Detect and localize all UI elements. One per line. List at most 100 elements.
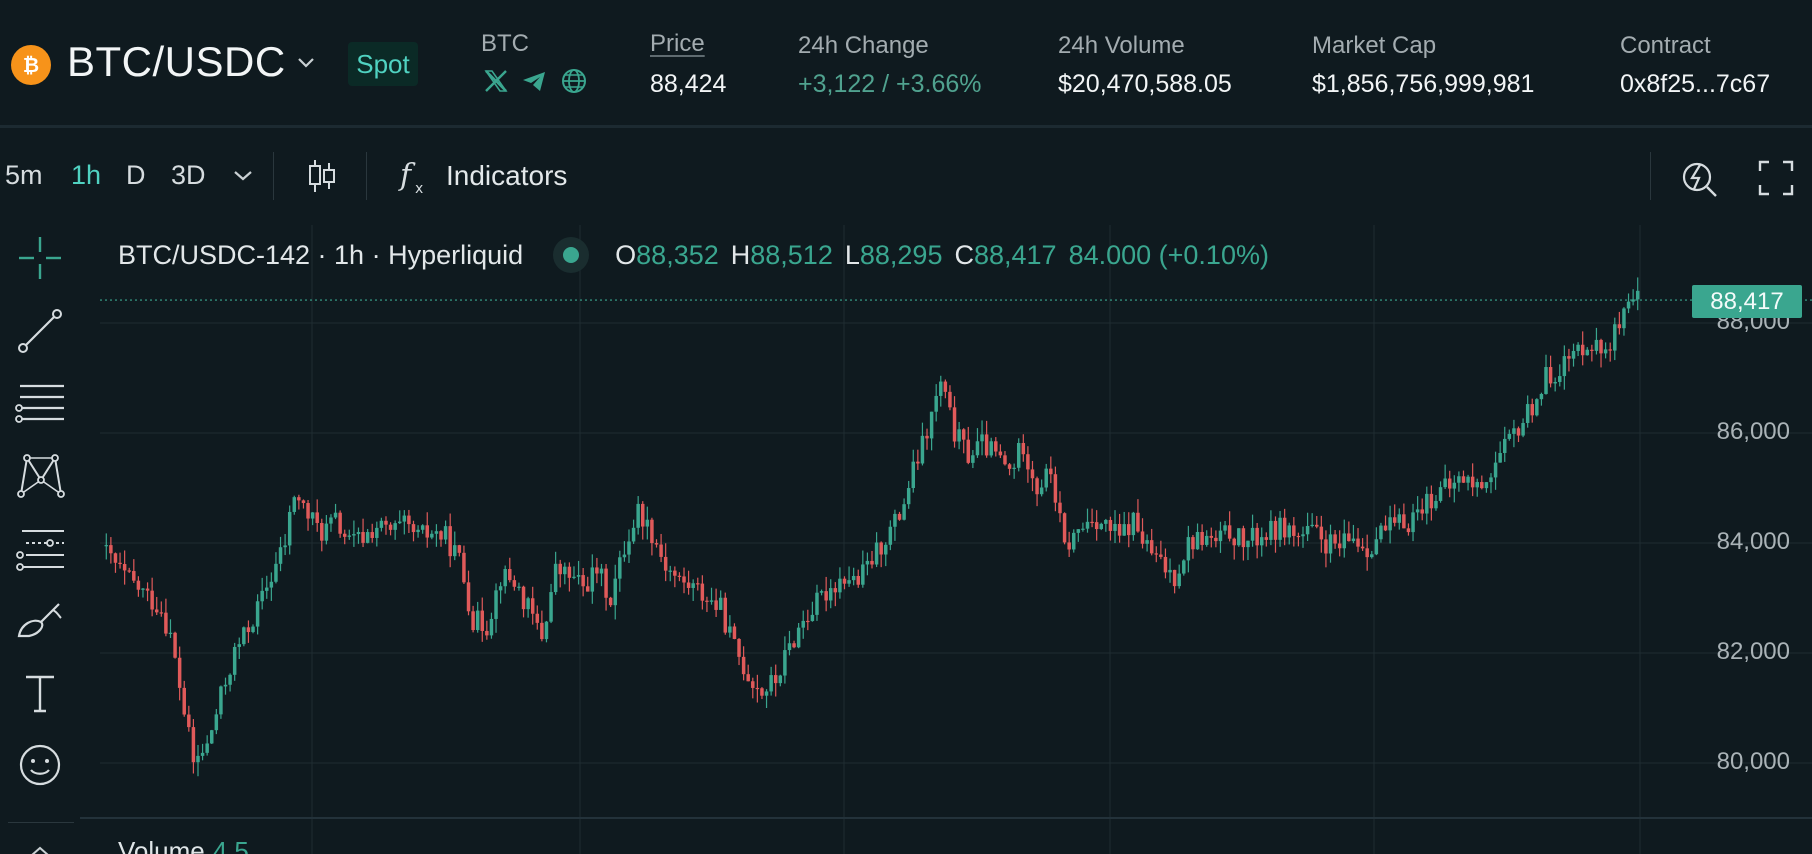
candle-body <box>1255 527 1259 546</box>
candle-body <box>544 621 549 640</box>
candle-body <box>127 570 131 572</box>
telegram-icon[interactable] <box>520 67 548 95</box>
candle-body <box>306 503 310 519</box>
candle-body <box>1191 537 1195 550</box>
chevron-down-icon[interactable] <box>296 56 316 70</box>
candle-body <box>1434 500 1438 509</box>
candle-body <box>1553 381 1557 384</box>
candle-body <box>911 461 916 489</box>
candle-body <box>292 497 297 512</box>
drawing-toolbar <box>0 225 80 854</box>
candle-body <box>984 434 989 456</box>
candle-body <box>1333 534 1337 544</box>
fib-retracement-icon[interactable] <box>10 520 70 576</box>
candle-body <box>1452 482 1457 489</box>
pair-title[interactable]: BTC/USDC <box>67 38 286 85</box>
crosshair-icon[interactable] <box>10 230 70 286</box>
candle-body <box>1301 534 1305 537</box>
candle-body <box>1356 538 1360 547</box>
candle-body <box>1319 526 1324 540</box>
candle-body <box>1567 356 1571 359</box>
candle-body <box>430 533 434 538</box>
candlestick-chart-svg[interactable] <box>80 225 1812 854</box>
candle-body <box>1470 476 1475 488</box>
price-label[interactable]: Price <box>650 30 705 57</box>
high-key: H <box>730 239 751 270</box>
candle-body <box>150 590 154 610</box>
fullscreen-icon[interactable] <box>1752 154 1800 202</box>
candle-body <box>168 632 173 634</box>
chevron-down-icon[interactable] <box>232 169 254 183</box>
y-tick-label: 82,000 <box>1716 638 1790 665</box>
candle-body <box>320 522 324 541</box>
current-price-tag: 88,417 <box>1692 285 1802 318</box>
volume-value: 4.5 <box>212 836 249 854</box>
x-icon[interactable] <box>482 67 510 95</box>
candle-body <box>255 601 260 627</box>
candle-body <box>746 674 750 682</box>
candle-body <box>810 614 815 622</box>
timeframe-d[interactable]: D <box>126 160 146 190</box>
indicators-button[interactable]: Indicators <box>446 160 568 191</box>
candlestick-type-icon[interactable] <box>298 152 346 200</box>
candle-body <box>251 626 255 633</box>
candle-body <box>870 560 874 565</box>
candle-body <box>1269 520 1273 540</box>
quick-trade-icon[interactable] <box>1676 154 1724 202</box>
candle-body <box>732 626 737 639</box>
candle-body <box>723 597 728 633</box>
candle-body <box>265 587 269 591</box>
candle-body <box>934 395 938 412</box>
candle-body <box>884 544 888 555</box>
candle-body <box>1443 478 1447 488</box>
timeframe-3d[interactable]: 3D <box>171 160 206 190</box>
candle-body <box>1562 356 1567 377</box>
pattern-tool-icon[interactable] <box>10 447 70 503</box>
candle-body <box>196 755 200 763</box>
candle-body <box>416 529 420 533</box>
candle-body <box>741 656 746 675</box>
trend-line-icon[interactable] <box>10 303 70 359</box>
toolbar-divider <box>273 152 274 200</box>
candle-body <box>737 638 741 657</box>
brush-icon[interactable] <box>10 593 70 649</box>
candle-body <box>1603 349 1608 354</box>
candle-body <box>1163 556 1168 573</box>
candle-body <box>274 563 278 582</box>
visibility-toggle[interactable] <box>553 237 590 273</box>
change-label: 24h Change <box>798 32 929 59</box>
function-fx-icon[interactable]: f x <box>394 154 434 198</box>
contract-value[interactable]: 0x8f25...7c67 <box>1620 70 1771 98</box>
candle-body <box>838 578 842 593</box>
emoji-icon[interactable] <box>10 737 70 793</box>
candle-body <box>375 527 379 538</box>
contract-label: Contract <box>1620 32 1711 59</box>
candle-body <box>590 567 595 592</box>
text-tool-icon[interactable] <box>10 665 70 721</box>
candle-body <box>535 613 540 623</box>
candle-body <box>393 523 397 530</box>
horizontal-lines-icon[interactable] <box>10 375 70 431</box>
candle-body <box>489 618 494 636</box>
candle-body <box>260 590 264 602</box>
candle-body <box>728 626 732 633</box>
candle-body <box>700 583 705 601</box>
candle-body <box>1328 534 1333 554</box>
candle-body <box>324 523 329 541</box>
candle-body <box>1383 525 1388 531</box>
globe-icon[interactable] <box>560 67 588 95</box>
timeframe-1h[interactable]: 1h <box>71 160 102 190</box>
candle-body <box>498 586 503 591</box>
candle-body <box>663 556 668 571</box>
market-cap-label: Market Cap <box>1312 32 1437 59</box>
chevron-up-icon[interactable] <box>28 845 52 854</box>
volume-label: 24h Volume <box>1058 32 1185 59</box>
candle-body <box>558 563 562 575</box>
candle-body <box>1406 528 1411 533</box>
price-chart[interactable] <box>80 225 1812 854</box>
candle-body <box>975 441 980 456</box>
candle-body <box>1420 509 1424 514</box>
candle-body <box>1044 468 1048 488</box>
candle-body <box>1214 537 1218 542</box>
timeframe-5m[interactable]: 5m <box>5 160 43 190</box>
